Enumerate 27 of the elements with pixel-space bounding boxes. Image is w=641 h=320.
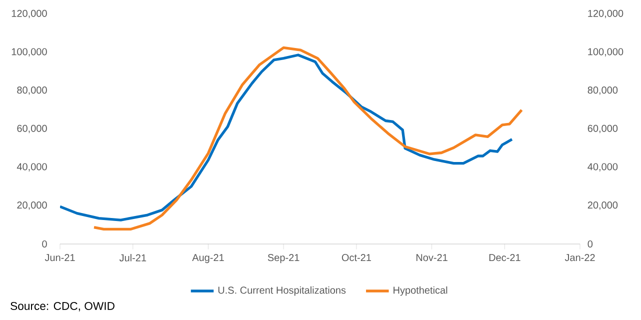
x-tick-label: Jan-22 — [564, 254, 595, 262]
x-tick-label: Jul-21 — [119, 254, 146, 262]
y2-tick-label: 120,000 — [588, 10, 624, 18]
source-note: Source: CDC, OWID — [10, 302, 114, 312]
x-tick-label: Nov-21 — [416, 254, 448, 262]
y2-tick-label: 40,000 — [588, 163, 618, 172]
x-tick-label: Dec-21 — [489, 254, 520, 262]
x-tick-label: Jun-21 — [44, 254, 75, 262]
y2-tick-label: 20,000 — [588, 202, 618, 210]
line-series — [60, 54, 514, 222]
y2-tick-label: 0 — [588, 240, 593, 248]
legend-label: U.S. Current Hospitalizations — [218, 286, 346, 296]
y2-tick-label: 80,000 — [588, 86, 618, 95]
y-tick-label: 100,000 — [12, 48, 47, 56]
y2-tick-label: 100,000 — [588, 48, 624, 56]
x-tick-label: Aug-21 — [192, 254, 224, 264]
x-tick-label: Oct-21 — [342, 254, 371, 262]
line-series — [92, 46, 524, 231]
y-tick-label: 20,000 — [17, 202, 47, 210]
legend-label: Hypothetical — [394, 286, 448, 296]
y-tick-label: 60,000 — [17, 124, 47, 134]
y-tick-label: 0 — [42, 240, 47, 248]
y-tick-label: 120,000 — [12, 10, 47, 18]
y-tick-label: 80,000 — [17, 86, 47, 95]
y-tick-label: 40,000 — [16, 163, 47, 172]
x-tick-label: Sep-21 — [268, 254, 300, 264]
y2-tick-label: 60,000 — [588, 124, 618, 134]
